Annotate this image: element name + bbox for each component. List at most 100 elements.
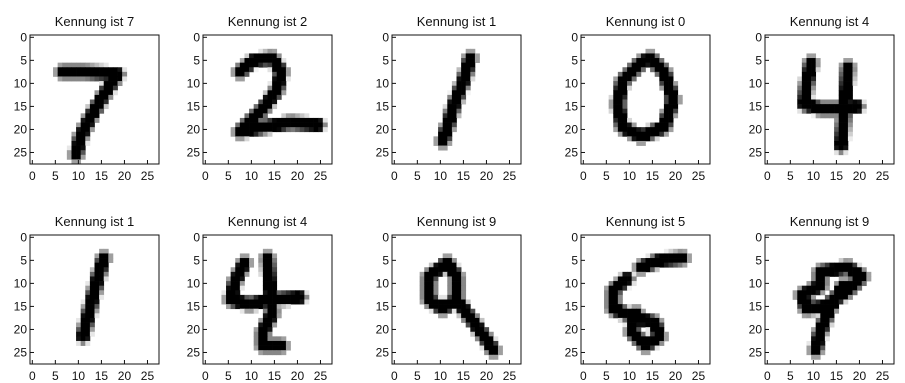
- digit-pixel: [636, 140, 642, 146]
- digit-pixel: [267, 108, 273, 114]
- axes-frame: [580, 234, 711, 365]
- digit-pixel: [442, 271, 448, 277]
- digit-pixel: [456, 285, 462, 291]
- digit-pixel: [631, 271, 637, 277]
- digit-pixel: [820, 340, 826, 346]
- digit-pixel: [627, 131, 633, 137]
- digit-pixel: [811, 85, 817, 91]
- digit-pixel: [456, 281, 462, 287]
- axes-frame: [391, 34, 522, 165]
- digit-pixel: [608, 290, 614, 296]
- digit-pixel: [843, 90, 849, 96]
- digit-pixel: [824, 308, 830, 314]
- digit-pixel: [451, 90, 457, 96]
- digit-pixel: [829, 313, 835, 319]
- digit-pixel: [103, 90, 109, 96]
- digit-pixel: [451, 104, 457, 110]
- digit-pixel: [276, 336, 282, 342]
- digit-pixel: [465, 67, 471, 73]
- x-tick-label: 15: [268, 169, 282, 183]
- digit-pixel: [80, 150, 86, 156]
- digit-pixel: [281, 345, 287, 351]
- digit-pixel: [663, 71, 669, 77]
- digit-pixel: [861, 108, 867, 114]
- digit-pixel: [613, 99, 619, 105]
- x-tick-label: 5: [603, 169, 610, 183]
- digit-pixel: [474, 331, 480, 337]
- digit-pixel: [76, 127, 82, 133]
- digit-pixel: [668, 253, 674, 259]
- digit-pixel: [235, 271, 241, 277]
- digit-pixel: [852, 267, 858, 273]
- digit-pixel: [451, 108, 457, 114]
- digit-pixel: [465, 308, 471, 314]
- digit-pixel: [244, 122, 250, 128]
- axes-frame: [202, 234, 333, 365]
- digit-pixel: [820, 304, 826, 310]
- digit-pixel: [66, 154, 72, 160]
- digit-pixel: [244, 71, 250, 77]
- digit-pixel: [815, 285, 821, 291]
- digit-pixel: [820, 299, 826, 305]
- digit-pixel: [613, 117, 619, 123]
- digit-pixel: [645, 313, 651, 319]
- digit-pixel: [847, 136, 853, 142]
- digit-pixel: [617, 281, 623, 287]
- digit-pixel: [253, 131, 259, 137]
- digit-pixel: [89, 113, 95, 119]
- digit-pixel: [843, 140, 849, 146]
- digit-pixel: [470, 331, 476, 337]
- digit-pixel: [488, 345, 494, 351]
- digit-pixel: [631, 267, 637, 273]
- digit-pixel: [847, 104, 853, 110]
- digit-pixel: [122, 67, 128, 73]
- digit-pixel: [451, 99, 457, 105]
- digit-pixel: [428, 262, 434, 268]
- digit-pixel: [834, 308, 840, 314]
- digit-pixel: [847, 81, 853, 87]
- digit-pixel: [276, 117, 282, 123]
- x-tick-label: 10: [245, 169, 259, 183]
- digit-pixel: [654, 253, 660, 259]
- digit-pixel: [442, 262, 448, 268]
- digit-pixel: [94, 276, 100, 282]
- digit-pixel: [89, 122, 95, 128]
- digit-pixel: [267, 304, 273, 310]
- digit-pixel: [244, 136, 250, 142]
- digit-pixel: [85, 76, 91, 82]
- digit-pixel: [272, 285, 278, 291]
- digit-pixel: [617, 313, 623, 319]
- digit-pixel: [94, 76, 100, 82]
- digit-pixel: [640, 345, 646, 351]
- digit-pixel: [85, 336, 91, 342]
- digit-pixel: [613, 122, 619, 128]
- digit-pixel: [447, 290, 453, 296]
- digit-pixel: [424, 271, 430, 277]
- y-tick-label: 20: [187, 322, 201, 336]
- digit-pixel: [824, 99, 830, 105]
- digit-pixel: [613, 108, 619, 114]
- x-tick-label: 15: [95, 169, 109, 183]
- digit-pixel: [811, 354, 817, 360]
- digit-pixel: [608, 281, 614, 287]
- digit-pixel: [267, 53, 273, 59]
- digit-pixel: [235, 290, 241, 296]
- digit-pixel: [262, 304, 268, 310]
- digit-pixel: [847, 76, 853, 82]
- digit-pixel: [424, 299, 430, 305]
- digit-pixel: [272, 308, 278, 314]
- digit-pixel: [834, 99, 840, 105]
- digit-pixel: [663, 76, 669, 82]
- digit-pixel: [89, 117, 95, 123]
- digit-pixel: [645, 345, 651, 351]
- digit-pixel: [304, 127, 310, 133]
- digit-pixel: [438, 131, 444, 137]
- digit-pixel: [631, 317, 637, 323]
- digit-pixel: [861, 281, 867, 287]
- digit-pixel: [447, 299, 453, 305]
- digit-pixel: [267, 58, 273, 63]
- digit-pixel: [617, 304, 623, 310]
- digit-pixel: [76, 322, 82, 328]
- digit-pixel: [829, 271, 835, 277]
- digit-pixel: [57, 62, 63, 68]
